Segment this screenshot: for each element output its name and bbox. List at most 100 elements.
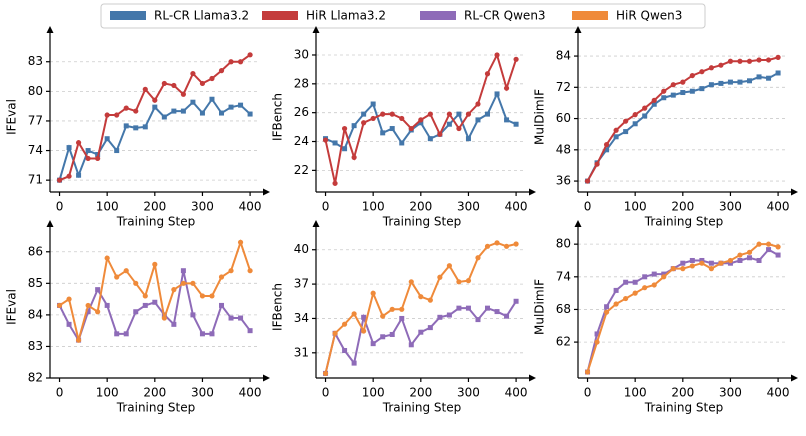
point [513,241,519,247]
point [775,252,781,258]
point [180,268,186,274]
point [180,108,186,114]
point [209,75,215,82]
point [623,295,629,302]
x-tick-label: 400 [505,200,528,214]
point [623,129,629,135]
point [503,243,510,249]
point [747,255,753,261]
point [670,82,676,88]
x-tick-label: 300 [457,386,480,400]
point [370,290,376,296]
y-tick-label: 68 [556,302,571,316]
point [708,260,714,266]
point [199,110,205,116]
point [765,57,772,63]
point [465,111,472,117]
legend-swatch [420,11,456,20]
point [727,257,734,264]
y-tick-label: 74 [28,143,43,157]
point [75,337,82,343]
point [351,123,357,129]
point [152,104,158,110]
y-tick-label: 60 [556,111,571,125]
point [484,71,491,77]
x-axis-label: Training Step [644,401,724,415]
point [418,294,424,300]
point [456,305,462,311]
point [632,290,638,296]
point [56,177,63,183]
point [219,110,225,116]
point [727,58,734,64]
point [746,249,753,255]
point [114,148,120,154]
point [737,58,743,64]
point [623,118,629,124]
point [475,101,481,107]
point [228,104,234,110]
x-axis-label: Training Step [382,215,462,229]
y-tick-label: 31 [294,345,309,359]
point [613,127,619,133]
point [332,330,338,336]
point [190,280,196,286]
point [427,111,433,117]
point [727,79,733,85]
point [237,59,244,65]
point [142,302,148,308]
series-line [586,56,779,182]
point [228,268,234,274]
point [199,80,206,87]
x-tick-label: 100 [624,386,647,400]
y-tick-label: 40 [294,242,309,256]
point [765,241,772,247]
point [361,314,367,320]
point [66,145,72,151]
point [661,271,667,277]
point [427,297,433,303]
point [408,279,414,285]
point [380,130,386,136]
x-tick-label: 400 [239,386,262,400]
point [465,278,472,284]
x-tick-label: 200 [671,200,694,214]
point [746,58,753,64]
point [475,317,481,323]
point [209,293,215,299]
point [399,315,405,321]
point [370,115,376,122]
x-tick-label: 0 [56,386,64,400]
x-axis-arrow [529,374,536,382]
point [670,266,676,272]
point [737,79,743,85]
point [133,280,139,286]
point [75,140,82,146]
point [494,240,500,246]
point [171,321,177,327]
point [766,75,772,81]
point [699,257,705,263]
y-tick-label: 83 [28,54,43,68]
point [456,111,462,117]
point [737,257,743,263]
point [642,113,648,119]
x-axis-label: Training Step [116,401,196,415]
point [209,331,215,337]
point [104,136,110,142]
y-tick-label: 22 [294,163,309,177]
point [737,252,743,258]
point [651,271,657,277]
x-tick-label: 400 [767,200,790,214]
point [380,313,386,319]
point [389,126,395,132]
y-axis-label: MulDimIF [533,279,547,335]
point [322,370,329,377]
x-tick-label: 100 [96,200,119,214]
point [604,304,610,310]
x-axis-label: Training Step [382,401,462,415]
point [370,101,376,107]
point [66,321,72,327]
point [228,59,234,65]
y-tick-label: 82 [28,371,43,385]
